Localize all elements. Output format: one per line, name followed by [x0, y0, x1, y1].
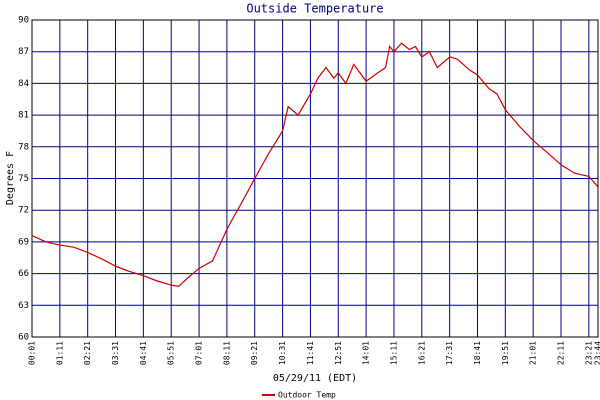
x-tick-label: 19:51: [501, 341, 510, 365]
x-tick-label: 22:11: [557, 341, 566, 365]
x-tick-label: 07:01: [195, 341, 204, 365]
data-line: [31, 42, 599, 287]
y-tick-label: 78: [18, 142, 29, 152]
y-tick-label: 63: [18, 301, 29, 311]
x-tick-label: 18:41: [473, 341, 482, 365]
y-tick-label: 60: [18, 333, 29, 343]
x-tick-label: 02:21: [83, 341, 92, 365]
y-tick-label: 84: [18, 79, 29, 89]
y-tick-label: 81: [18, 111, 29, 121]
x-tick-label: 08:11: [222, 341, 231, 365]
x-tick-label: 04:41: [139, 341, 148, 365]
y-tick-label: 75: [18, 174, 29, 184]
x-tick-label: 01:11: [55, 341, 64, 365]
x-tick-label: 10:31: [278, 341, 287, 365]
y-tick-label: 72: [18, 206, 29, 216]
y-tick-label: 90: [18, 16, 29, 26]
y-tick-label: 87: [18, 47, 29, 57]
x-tick-label: 00:01: [28, 341, 37, 365]
plot-border: [31, 19, 599, 338]
chart-title: Outside Temperature: [246, 2, 383, 16]
x-tick-label: 23:21: [584, 341, 593, 365]
x-tick-label: 23:44: [594, 341, 600, 365]
y-axis-label: Degrees F: [5, 151, 16, 205]
y-tick-label: 69: [18, 237, 29, 247]
x-tick-label: 09:21: [250, 341, 259, 365]
x-tick-label: 03:31: [111, 341, 120, 365]
x-tick-label: 15:11: [389, 341, 398, 365]
x-tick-label: 14:01: [362, 341, 371, 365]
x-axis-label: 05/29/11 (EDT): [273, 373, 357, 384]
y-tick-label: 66: [18, 269, 29, 279]
legend-label: Outdoor Temp: [278, 391, 336, 400]
x-tick-label: 05:51: [167, 341, 176, 365]
x-tick-label: 17:31: [445, 341, 454, 365]
x-tick-label: 21:01: [529, 341, 538, 365]
x-tick-label: 16:21: [417, 341, 426, 365]
x-tick-label: 11:41: [306, 341, 315, 365]
x-tick-label: 12:51: [334, 341, 343, 365]
